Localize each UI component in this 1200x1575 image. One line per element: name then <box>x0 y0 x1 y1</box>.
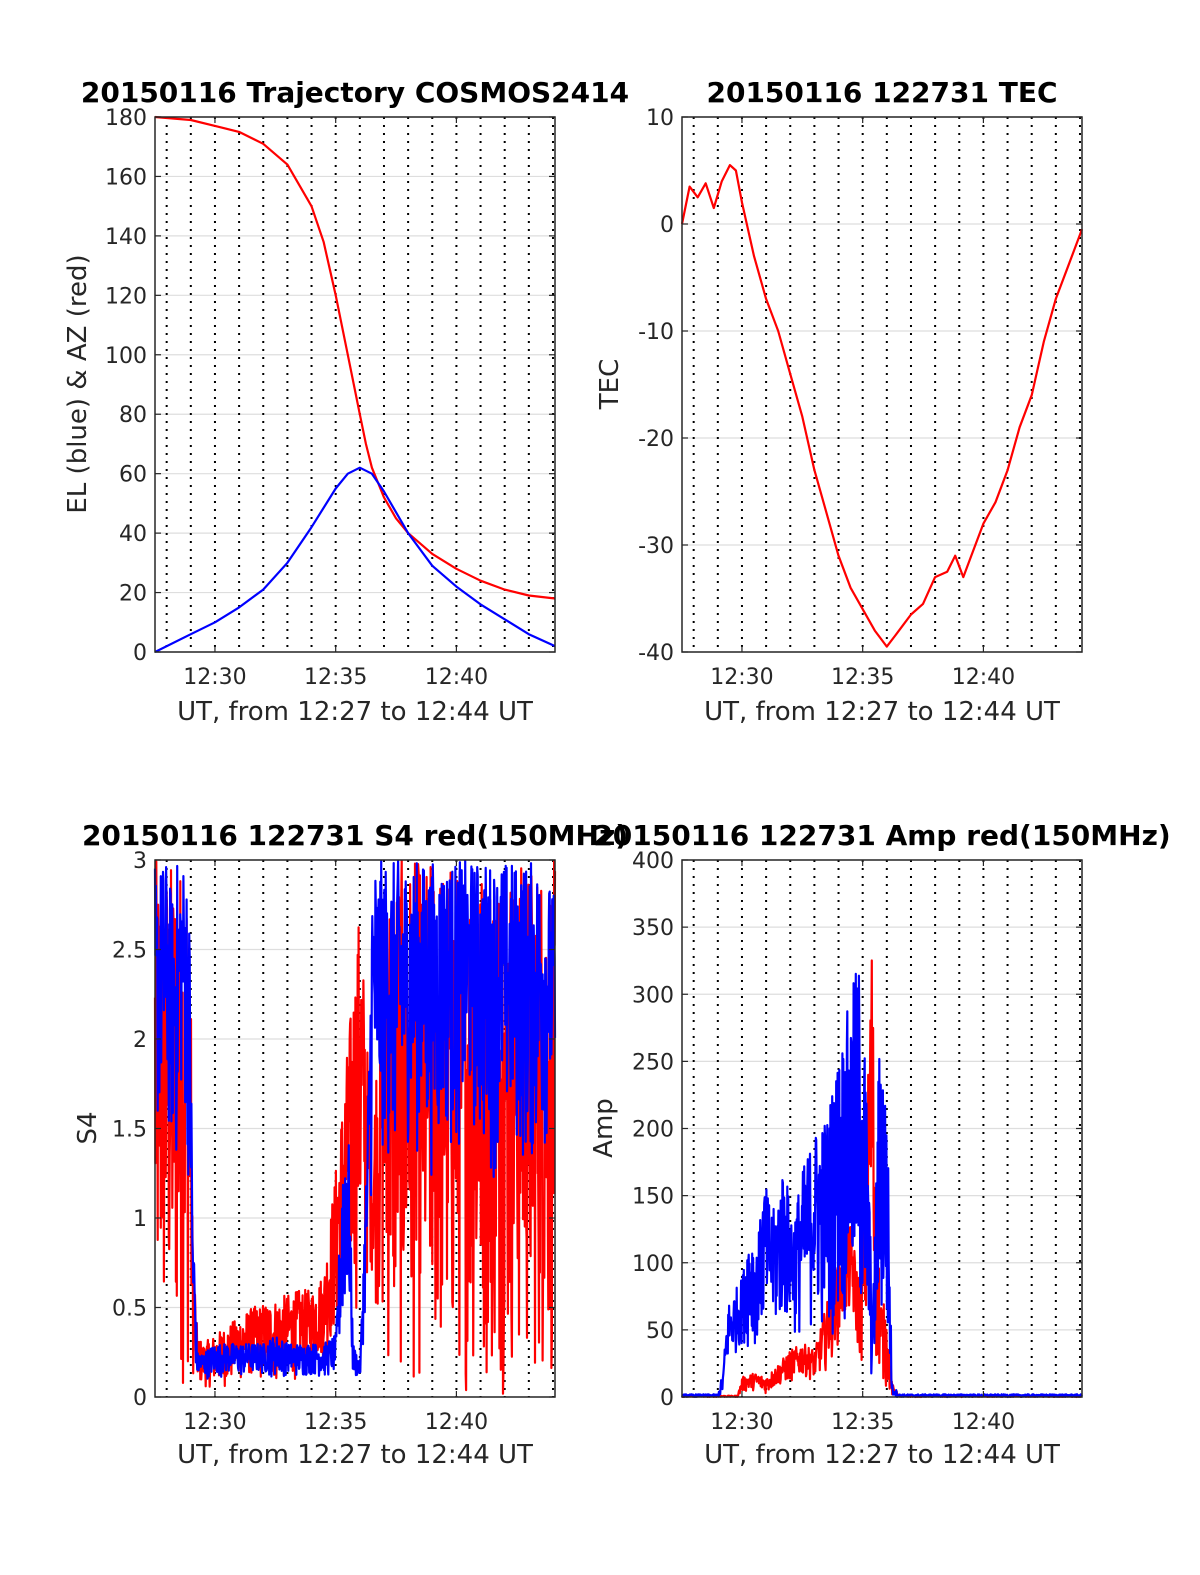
y-tick-label: 0.5 <box>112 1297 147 1322</box>
x-tick-label: 12:30 <box>183 665 246 690</box>
series-red-line <box>154 115 556 600</box>
y-tick-label: 2.5 <box>112 939 147 964</box>
x-tick-label: 12:30 <box>183 1410 246 1435</box>
plot-area <box>154 115 556 653</box>
y-axis-label: S4 <box>73 1111 103 1144</box>
x-axis-label: UT, from 12:27 to 12:44 UT <box>704 1440 1060 1470</box>
chart-title: 20150116 122731 Amp red(150MHz) <box>593 819 1170 852</box>
y-tick-label: 0 <box>660 213 674 238</box>
plot-frame <box>154 116 556 653</box>
series-blue-line <box>680 972 1083 1399</box>
y-tick-label: 100 <box>105 344 147 369</box>
y-tick-label: 3 <box>133 849 147 874</box>
x-tick-label: 12:35 <box>304 665 367 690</box>
x-axis: 12:30 12:35 12:40 <box>183 117 488 690</box>
y-tick-label: 120 <box>105 284 147 309</box>
y-tick-label: 0 <box>133 1386 147 1411</box>
y-axis-label: Amp <box>589 1098 619 1158</box>
y-tick-label: 1 <box>133 1207 147 1232</box>
y-tick-label: 0 <box>660 1386 674 1411</box>
series-blue-line <box>154 466 556 653</box>
y-tick-label: -20 <box>638 427 674 452</box>
x-tick-label: 12:35 <box>831 665 894 690</box>
y-tick-label: 40 <box>119 522 147 547</box>
x-axis-label: UT, from 12:27 to 12:44 UT <box>704 697 1060 727</box>
y-tick-label: 10 <box>646 106 674 131</box>
y-tick-label: 2 <box>133 1028 147 1053</box>
y-tick-label: 80 <box>119 403 147 428</box>
x-tick-label: 12:40 <box>425 665 488 690</box>
x-tick-label: 12:30 <box>710 665 773 690</box>
y-tick-label: 50 <box>646 1319 674 1344</box>
plot-area <box>153 859 557 1395</box>
y-tick-label: 350 <box>632 916 674 941</box>
x-axis: 12:30 12:35 12:40 <box>183 860 488 1435</box>
y-tick-label: 140 <box>105 225 147 250</box>
y-tick-label: 160 <box>105 165 147 190</box>
x-tick-label: 12:40 <box>952 665 1015 690</box>
x-tick-label: 12:40 <box>425 1410 488 1435</box>
panel-s4: 20150116 122731 S4 red(150MHz) UT, from … <box>73 819 628 1470</box>
y-axis-label: TEC <box>595 359 625 410</box>
y-tick-label: 0 <box>133 641 147 666</box>
x-axis: 12:30 12:35 12:40 <box>710 117 1015 690</box>
y-tick-label: -30 <box>638 534 674 559</box>
y-tick-label: 200 <box>632 1118 674 1143</box>
x-axis-label: UT, from 12:27 to 12:44 UT <box>177 697 533 727</box>
y-tick-label: 60 <box>119 463 147 488</box>
y-tick-label: 300 <box>632 983 674 1008</box>
x-axis: 12:30 12:35 12:40 <box>710 860 1015 1435</box>
y-tick-label: -40 <box>638 641 674 666</box>
x-axis-label: UT, from 12:27 to 12:44 UT <box>177 1440 533 1470</box>
plot-area <box>680 164 1084 648</box>
y-tick-label: 150 <box>632 1185 674 1210</box>
y-axis: 0 0.5 1 1.5 2 2.5 3 <box>112 849 555 1411</box>
y-axis: 0 20 40 60 80 100 120 140 160 180 <box>105 106 555 666</box>
panel-tec: 20150116 122731 TEC UT, from 12:27 to 12… <box>595 76 1084 727</box>
series-red-line <box>680 164 1084 648</box>
chart-title: 20150116 122731 S4 red(150MHz) <box>82 819 628 852</box>
y-tick-label: 1.5 <box>112 1118 147 1143</box>
y-tick-label: 20 <box>119 582 147 607</box>
y-tick-label: 250 <box>632 1050 674 1075</box>
y-tick-label: 400 <box>632 849 674 874</box>
grid <box>155 116 555 653</box>
plot-area <box>680 959 1083 1399</box>
x-tick-label: 12:40 <box>952 1410 1015 1435</box>
x-tick-label: 12:30 <box>710 1410 773 1435</box>
plot-frame <box>681 116 1083 653</box>
chart-title: 20150116 122731 TEC <box>706 76 1057 109</box>
x-tick-label: 12:35 <box>304 1410 367 1435</box>
x-tick-label: 12:35 <box>831 1410 894 1435</box>
series-blue-line <box>153 859 557 1380</box>
y-tick-label: 180 <box>105 106 147 131</box>
y-tick-label: -10 <box>638 320 674 345</box>
panel-amp: 20150116 122731 Amp red(150MHz) UT, from… <box>589 819 1171 1470</box>
chart-title: 20150116 Trajectory COSMOS2414 <box>81 76 629 109</box>
y-tick-label: 100 <box>632 1252 674 1277</box>
panel-trajectory: 20150116 Trajectory COSMOS2414 UT, from … <box>63 76 629 727</box>
y-axis: 10 0 -10 -20 -30 -40 <box>638 106 1082 666</box>
y-axis: 0 50 100 150 200 250 300 350 400 <box>632 849 1082 1411</box>
y-axis-label: EL (blue) & AZ (red) <box>63 254 93 513</box>
